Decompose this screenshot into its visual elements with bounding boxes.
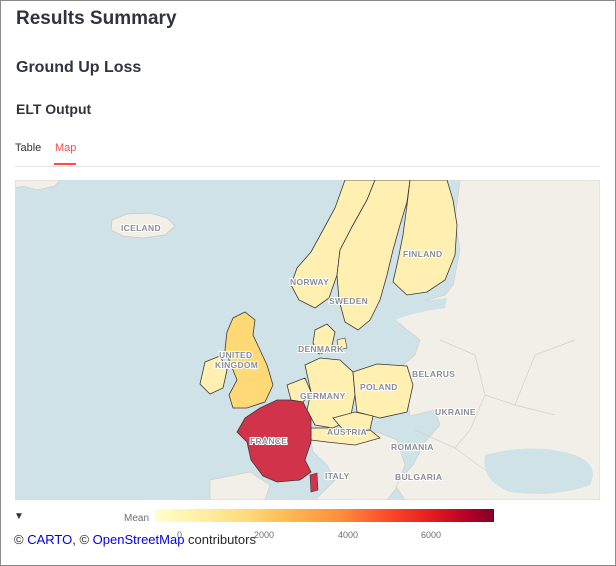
label-france: FRANCE [250, 436, 287, 446]
label-romania: ROMANIA [391, 442, 434, 452]
label-ukraine: UKRAINE [435, 407, 476, 417]
eastern-borders [414, 339, 576, 471]
tab-table[interactable]: Table [15, 142, 42, 154]
iberia [209, 471, 271, 500]
sweden [336, 180, 411, 331]
legend-tick: 4000 [338, 530, 359, 540]
legend-title: Mean [124, 513, 150, 524]
label-belarus: BELARUS [412, 369, 455, 379]
label-austria: AUSTRIA [327, 427, 367, 437]
label-bulgaria: BULGARIA [395, 472, 442, 482]
label-germany: GERMANY [300, 391, 346, 401]
carto-link[interactable]: CARTO [27, 532, 73, 547]
label-united-kingdom-2: KINGDOM [215, 360, 258, 370]
legend-tick: 0 [177, 530, 183, 540]
map-canvas[interactable]: ICELAND NORWAY SWEDEN FINLAND DENMARK UN… [15, 180, 600, 500]
label-italy: ITALY [325, 471, 350, 481]
active-tab-indicator [54, 163, 76, 165]
denmark [312, 323, 336, 355]
choropleth-map[interactable]: ICELAND NORWAY SWEDEN FINLAND DENMARK UN… [15, 180, 600, 500]
tab-map[interactable]: Map [55, 142, 77, 154]
greenland [15, 180, 61, 191]
label-finland: FINLAND [403, 249, 442, 259]
corsica [309, 472, 319, 493]
austria [310, 427, 381, 446]
tab-bar: Table Map [15, 139, 600, 167]
page-title: Results Summary [16, 8, 177, 29]
iceland [110, 212, 176, 239]
united-kingdom [224, 311, 274, 409]
openstreetmap-link[interactable]: OpenStreetMap [92, 532, 185, 547]
label-sweden: SWEDEN [329, 296, 368, 306]
ireland [199, 355, 228, 395]
label-iceland: ICELAND [121, 223, 161, 233]
legend-color-scale [155, 509, 494, 522]
black-sea [484, 448, 593, 494]
denmark-island [336, 337, 348, 351]
czechia [332, 411, 374, 433]
finland [392, 180, 458, 296]
benelux [286, 377, 312, 403]
poland [352, 363, 414, 419]
subsection-heading: ELT Output [16, 101, 92, 117]
label-denmark: DENMARK [298, 344, 344, 354]
section-heading: Ground Up Loss [16, 59, 142, 76]
attribution-prefix: © [14, 532, 28, 547]
legend-tick: 2000 [254, 530, 275, 540]
label-poland: POLAND [360, 382, 398, 392]
map-attribution: © CARTO, © OpenStreetMap contributors [14, 532, 256, 547]
legend-toggle[interactable]: ▼ [14, 511, 24, 522]
legend-tick: 6000 [421, 530, 442, 540]
attribution-middle: , © [72, 532, 93, 547]
gulf-of-finland [395, 298, 447, 320]
attribution-suffix: contributors [184, 532, 256, 547]
label-norway: NORWAY [290, 277, 329, 287]
label-united-kingdom-1: UNITED [219, 350, 252, 360]
france [236, 399, 312, 483]
